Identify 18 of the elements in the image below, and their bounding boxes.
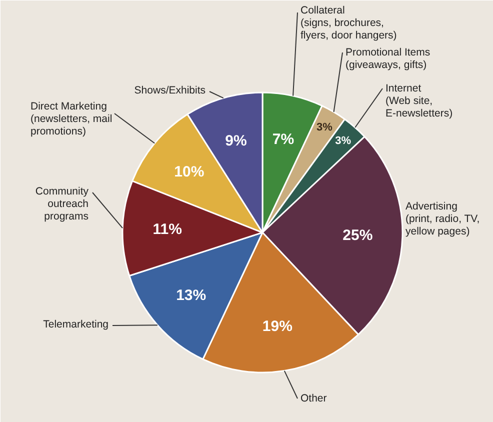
slice-label: Direct Marketing (newsletters, mail promotions) bbox=[30, 100, 112, 138]
slice-label: Shows/Exhibits bbox=[134, 84, 206, 96]
slice-label: Internet (Web site, E-newsletters) bbox=[386, 82, 453, 120]
slice-label: Advertising (print, radio, TV, yellow pages) bbox=[406, 200, 480, 238]
data-label: 3% bbox=[335, 135, 352, 148]
slice-label: Promotional Items (giveaways, gifts) bbox=[346, 46, 430, 72]
slice-label: Community outreach programs bbox=[35, 186, 90, 223]
slice-label: Other bbox=[300, 392, 328, 404]
data-label: 19% bbox=[262, 318, 292, 336]
data-label: 13% bbox=[176, 286, 206, 304]
data-label: 9% bbox=[225, 132, 247, 150]
data-label: 25% bbox=[342, 226, 373, 244]
data-label: 7% bbox=[272, 131, 294, 148]
data-label: 10% bbox=[174, 163, 204, 180]
slice-label: Collateral (signs, brochures, flyers, door hangers) bbox=[300, 4, 397, 42]
data-label: 11% bbox=[152, 221, 182, 238]
data-label: 3% bbox=[316, 122, 333, 134]
slice-label: Telemarketing bbox=[43, 318, 109, 330]
